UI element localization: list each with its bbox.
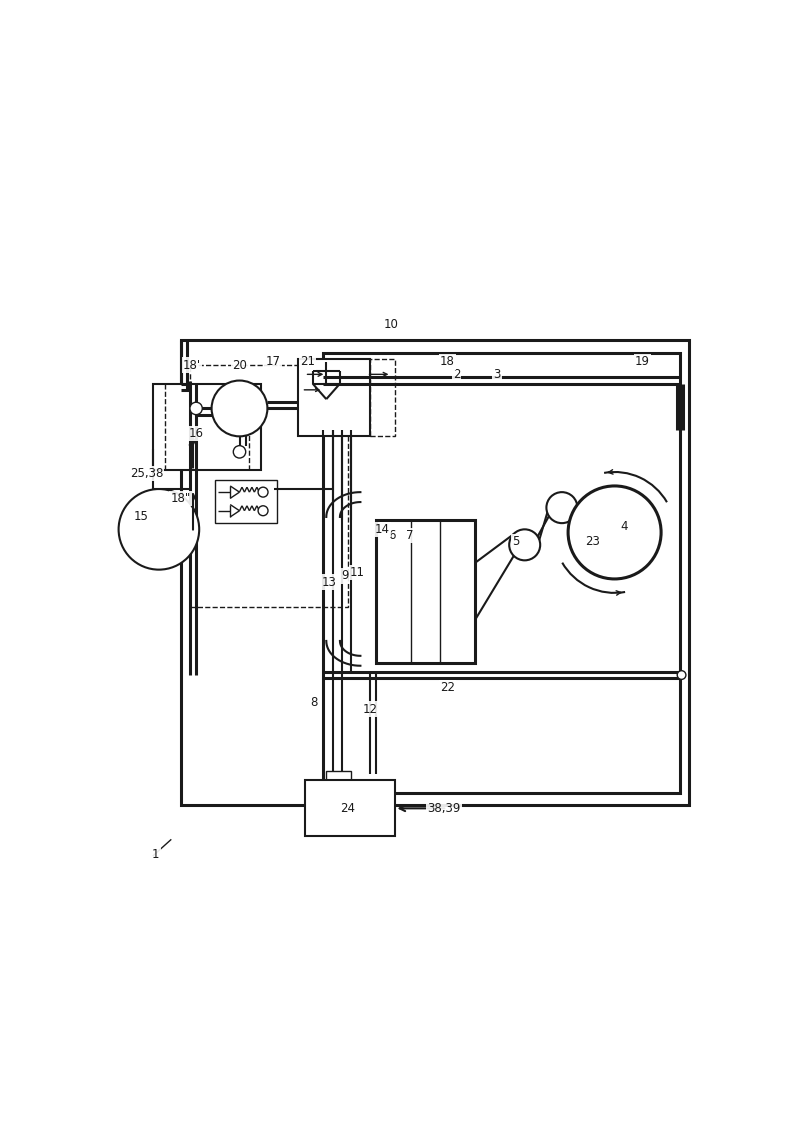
Bar [153, 384, 261, 470]
Text: 18": 18" [170, 492, 190, 505]
Text: 22: 22 [440, 681, 454, 694]
Text: 2: 2 [453, 368, 460, 381]
Text: 3: 3 [493, 368, 501, 381]
Text: 12: 12 [362, 703, 378, 715]
Bar [181, 341, 689, 805]
Text: 24: 24 [341, 802, 355, 814]
Text: 17: 17 [266, 355, 281, 369]
Circle shape [234, 446, 246, 458]
Text: 1: 1 [152, 848, 159, 862]
Circle shape [190, 403, 202, 415]
Bar [214, 479, 277, 523]
Bar [326, 772, 351, 790]
Circle shape [118, 490, 199, 570]
Text: 6: 6 [388, 529, 395, 543]
Bar [323, 353, 680, 793]
Circle shape [211, 380, 267, 437]
Text: 20: 20 [232, 359, 247, 371]
Circle shape [678, 671, 686, 679]
Circle shape [546, 492, 578, 523]
Text: 21: 21 [300, 355, 315, 369]
Text: 14: 14 [374, 523, 390, 536]
Text: 13: 13 [322, 575, 337, 589]
Bar [376, 520, 475, 662]
Circle shape [258, 487, 268, 497]
Text: 15: 15 [134, 511, 149, 523]
Text: 16: 16 [189, 426, 203, 440]
Text: 19: 19 [635, 355, 650, 369]
Text: 18': 18' [182, 359, 201, 371]
Bar [305, 781, 394, 836]
Text: 9: 9 [341, 570, 349, 582]
Text: 23: 23 [586, 536, 600, 548]
Bar [298, 359, 370, 437]
Text: 7: 7 [406, 529, 414, 543]
Text: 25,38: 25,38 [130, 467, 163, 481]
Text: 38,39: 38,39 [427, 802, 461, 814]
Circle shape [568, 486, 661, 579]
Text: 5: 5 [512, 536, 519, 548]
Text: 18: 18 [440, 355, 454, 369]
Bar [190, 365, 348, 607]
Text: 10: 10 [384, 318, 399, 332]
Text: 11: 11 [350, 566, 365, 580]
Text: 8: 8 [310, 696, 318, 710]
Circle shape [258, 505, 268, 515]
Circle shape [510, 529, 540, 561]
Bar [370, 359, 394, 437]
Text: 4: 4 [620, 520, 628, 532]
